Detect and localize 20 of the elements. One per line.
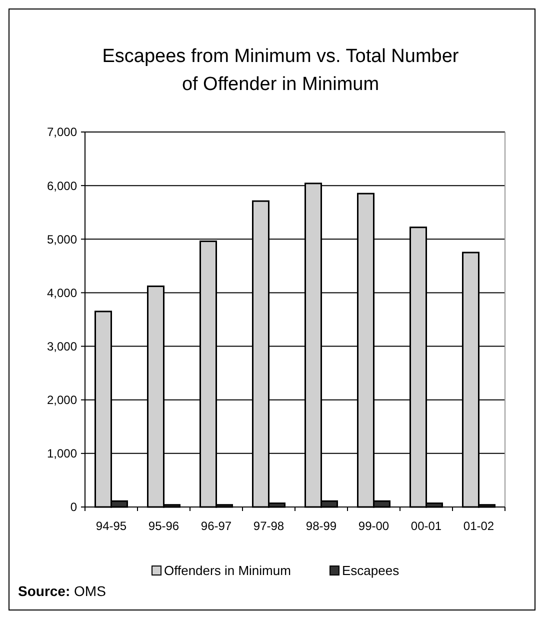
y-tick-label: 5,000 — [46, 232, 78, 246]
x-tick-label: 99-00 — [358, 519, 390, 533]
y-tick-label: 4,000 — [46, 286, 78, 300]
source-note: Source: OMS — [18, 583, 106, 599]
x-tick-label: 00-01 — [410, 519, 442, 533]
y-tick-label: 1,000 — [46, 446, 78, 461]
x-tick-label: 01-02 — [463, 519, 494, 533]
legend-label: Offenders in Minimum — [164, 563, 291, 578]
x-tick-label: 95-96 — [148, 519, 180, 533]
x-tick-label: 96-97 — [200, 519, 232, 533]
legend-label: Escapees — [342, 563, 400, 578]
chart-title: Escapees from Minimum vs. Total Number of Offender in Minimum — [102, 46, 460, 95]
y-tick-label: 7,000 — [46, 125, 78, 140]
y-tick-label: 2,000 — [46, 393, 78, 408]
x-tick-label: 98-99 — [306, 519, 337, 533]
x-tick-label: 97-98 — [253, 519, 284, 533]
y-tick-label: 6,000 — [46, 178, 78, 193]
y-tick-label: 0 — [70, 500, 78, 514]
x-tick-label: 94-95 — [96, 519, 127, 533]
y-tick-label: 3,000 — [46, 339, 78, 354]
